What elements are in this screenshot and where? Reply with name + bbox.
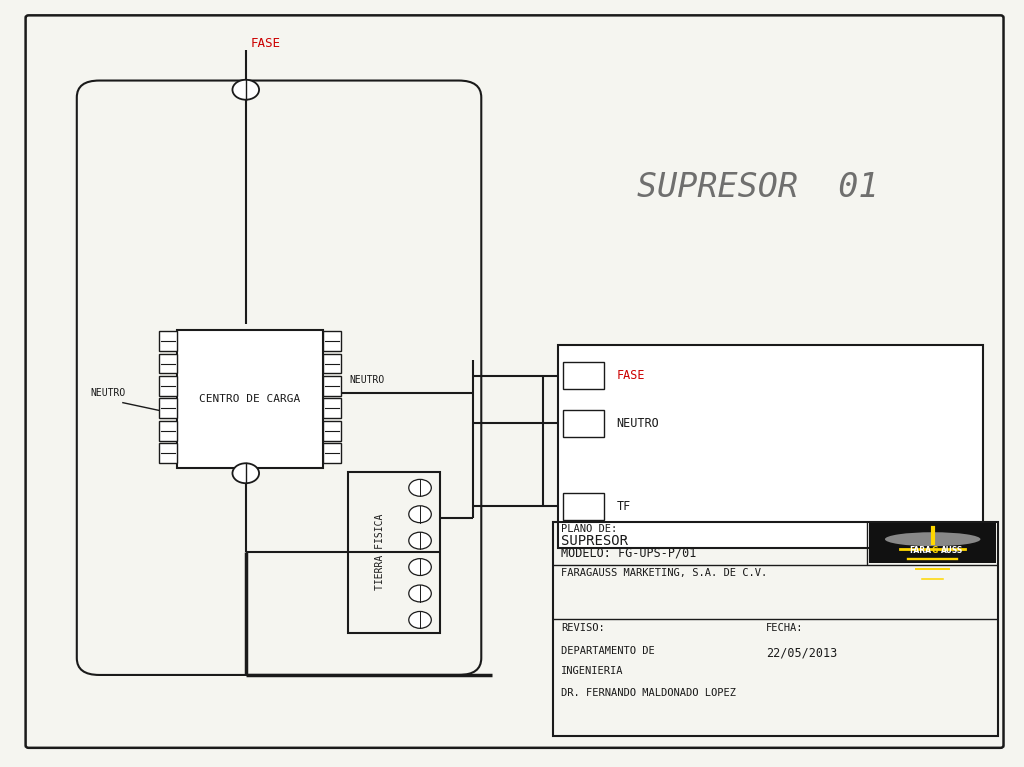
Text: 22/05/2013: 22/05/2013 [766,646,838,659]
Bar [563,363,604,390]
Text: FARA: FARA [909,546,932,555]
Text: FARAGAUSS MARKETING, S.A. DE C.V.: FARAGAUSS MARKETING, S.A. DE C.V. [561,568,767,578]
Bar [558,345,983,548]
Bar [563,492,604,520]
Text: TIERRA FISICA: TIERRA FISICA [376,514,385,591]
Text: NEUTRO: NEUTRO [90,387,125,398]
Text: TF: TF [616,500,631,512]
Bar [159,421,177,440]
Bar [869,523,996,563]
Text: FASE: FASE [251,37,281,50]
Text: SUPRESOR  01: SUPRESOR 01 [637,171,879,205]
Circle shape [409,585,431,602]
Bar [159,443,177,463]
Text: SUPRESOR: SUPRESOR [561,535,628,548]
Text: INGENIERIA: INGENIERIA [561,666,624,676]
Ellipse shape [885,532,980,546]
Circle shape [409,479,431,496]
Bar [323,443,341,463]
Text: REVISO:: REVISO: [561,623,605,633]
Text: NEUTRO: NEUTRO [349,375,384,385]
Circle shape [409,505,431,522]
Circle shape [232,463,259,483]
Text: AUSS: AUSS [941,546,964,555]
Text: DEPARTAMENTO DE: DEPARTAMENTO DE [561,646,655,656]
Text: FASE: FASE [616,370,645,382]
Bar [553,522,998,736]
Bar [323,354,341,374]
Bar [177,330,323,468]
Bar [159,331,177,351]
Bar [159,376,177,396]
Bar [348,472,440,633]
Circle shape [409,532,431,549]
Bar [159,399,177,418]
Bar [563,410,604,437]
Text: MODELO: FG-UPS-P/01: MODELO: FG-UPS-P/01 [561,546,696,559]
Bar [159,354,177,374]
Bar [323,399,341,418]
Text: NEUTRO: NEUTRO [616,417,659,430]
Text: FECHA:: FECHA: [766,623,804,633]
Bar [323,376,341,396]
Text: CENTRO DE CARGA: CENTRO DE CARGA [200,393,300,404]
Bar [323,421,341,440]
Circle shape [409,611,431,628]
Text: G: G [932,546,938,555]
Bar [323,331,341,351]
Text: DR. FERNANDO MALDONADO LOPEZ: DR. FERNANDO MALDONADO LOPEZ [561,688,736,698]
Text: PLANO DE:: PLANO DE: [561,524,617,534]
Circle shape [232,80,259,100]
Circle shape [409,558,431,575]
